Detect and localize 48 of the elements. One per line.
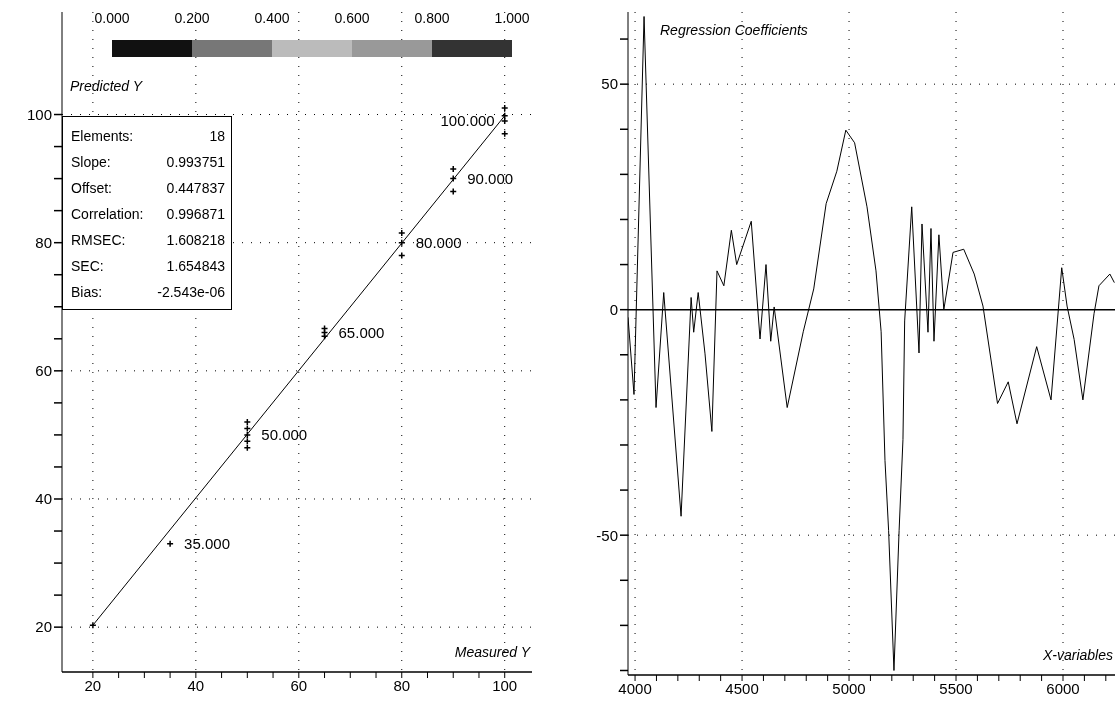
y-tick-label: 100 — [26, 105, 52, 123]
annotation: 0.996871 — [166, 206, 225, 222]
annotation: Offset: — [71, 180, 112, 196]
annotation: 0.600 — [333, 10, 371, 26]
annotation: SEC: — [71, 258, 104, 274]
y-tick-label: 80 — [35, 234, 52, 251]
annotation: 0.400 — [253, 10, 291, 26]
annotation: 0.200 — [173, 10, 211, 26]
x-tick-label: 100 — [492, 676, 518, 694]
annotation: 0.800 — [413, 10, 451, 26]
annotation: 0.993751 — [166, 154, 225, 170]
y-axis-title: Regression Coefficients — [660, 22, 808, 38]
annotation: 90.000 — [467, 169, 514, 187]
y-tick-label: 60 — [35, 362, 52, 380]
annotation: 0.447837 — [166, 180, 225, 196]
annotation: Elements: — [71, 128, 134, 144]
annotation: RMSEC: — [71, 232, 126, 248]
x-tick-label: 40 — [187, 676, 205, 694]
x-tick-label: 20 — [84, 676, 102, 694]
annotation: 1.654843 — [166, 258, 225, 274]
annotation: 50.000 — [261, 426, 308, 444]
x-tick-label: 6000 — [1046, 679, 1080, 697]
annotation: 1.608218 — [166, 232, 225, 248]
annotation: 0.000 — [93, 10, 131, 26]
y-tick-label: 40 — [35, 490, 52, 508]
x-tick-label: 80 — [393, 676, 411, 694]
x-tick-label: 60 — [290, 676, 308, 694]
x-tick-label: 5000 — [832, 679, 866, 697]
annotation: 65.000 — [338, 323, 385, 341]
x-tick-label: 4500 — [725, 679, 759, 697]
annotation: Correlation: — [71, 206, 144, 222]
annotation: 100.000 — [440, 112, 495, 130]
x-axis-title: X-variables — [1041, 647, 1113, 663]
y-axis-title: Predicted Y — [70, 78, 143, 94]
annotation: 35.000 — [184, 535, 230, 553]
y-tick-label: 50 — [601, 75, 618, 93]
x-axis-title: Measured Y — [453, 644, 530, 660]
annotation: Slope: — [71, 154, 111, 170]
annotation: -2.543e-06 — [157, 284, 225, 300]
y-tick-label: -50 — [596, 526, 618, 544]
x-tick-label: 4000 — [618, 679, 652, 697]
annotation: 18 — [209, 128, 225, 144]
x-tick-label: 5500 — [939, 679, 973, 697]
annotation: 80.000 — [415, 234, 462, 251]
y-tick-label: 20 — [35, 618, 52, 636]
annotation: Bias: — [71, 284, 103, 300]
annotation: 1.000 — [493, 10, 531, 26]
y-tick-label: 0 — [609, 301, 618, 318]
